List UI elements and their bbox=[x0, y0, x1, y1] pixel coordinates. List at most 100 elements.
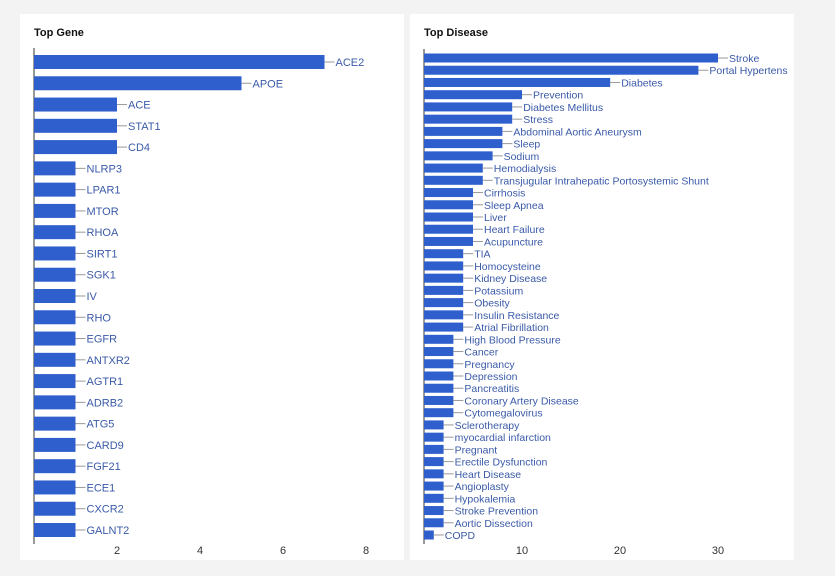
bar-label: Acupuncture bbox=[484, 236, 543, 248]
bar-label: SIRT1 bbox=[87, 248, 118, 260]
bar-label: Coronary Artery Disease bbox=[464, 395, 579, 407]
bar bbox=[424, 102, 513, 112]
bar-label: Sleep bbox=[513, 139, 540, 151]
bar bbox=[424, 371, 454, 381]
bar-label: Depression bbox=[464, 371, 517, 383]
chart-title: Top Disease bbox=[424, 27, 488, 39]
bar-label: Sclerotherapy bbox=[455, 420, 521, 432]
x-tick-label: 2 bbox=[114, 545, 120, 557]
bar bbox=[34, 523, 76, 537]
bar bbox=[424, 530, 434, 540]
bar-label: FGF21 bbox=[87, 461, 121, 473]
bar bbox=[424, 310, 464, 320]
bar-label: CXCR2 bbox=[87, 504, 124, 516]
bar bbox=[34, 140, 117, 155]
bar-label: Transjugular Intrahepatic Portosystemic … bbox=[494, 175, 709, 187]
bar bbox=[34, 118, 117, 133]
bar bbox=[34, 76, 242, 91]
x-tick-label: 4 bbox=[197, 545, 203, 557]
bar-label: RHO bbox=[87, 312, 112, 324]
bar bbox=[424, 139, 503, 149]
top-gene-panel: Top Gene ACE2 APOE ACE STAT1 CD4 NLRP3 LPAR1 MT… bbox=[20, 14, 404, 560]
bar-label: COPD bbox=[445, 530, 476, 542]
bar-label: ADRB2 bbox=[87, 397, 124, 409]
bar-label: Diabetes Mellitus bbox=[523, 102, 603, 114]
bar bbox=[34, 161, 76, 176]
bar bbox=[34, 480, 76, 495]
bar bbox=[424, 518, 444, 528]
bar bbox=[34, 501, 76, 516]
bar-label: Abdominal Aortic Aneurysm bbox=[513, 126, 642, 138]
bar bbox=[424, 114, 513, 124]
bar bbox=[34, 97, 117, 112]
chart-title: Top Gene bbox=[34, 27, 84, 39]
bar bbox=[424, 383, 454, 393]
bar-label: CARD9 bbox=[87, 440, 124, 452]
bar-label: GALNT2 bbox=[87, 525, 130, 537]
bar-label: Cytomegalovirus bbox=[464, 408, 542, 420]
bar bbox=[424, 506, 444, 516]
bar bbox=[34, 182, 76, 197]
bar bbox=[424, 236, 473, 246]
bar-label: Sodium bbox=[504, 151, 540, 163]
bar bbox=[34, 203, 76, 218]
bar-label: LPAR1 bbox=[87, 185, 121, 197]
bar-label: Kidney Disease bbox=[474, 273, 547, 285]
bar-label: Aortic Dissection bbox=[455, 518, 533, 530]
bar-label: ACE bbox=[128, 100, 151, 112]
bar-label: Hemodialysis bbox=[494, 163, 556, 175]
bar-label: Stroke Prevention bbox=[455, 506, 539, 518]
x-tick-label: 6 bbox=[280, 545, 286, 557]
bar-label: CD4 bbox=[128, 142, 150, 154]
bar-label: Atrial Fibrillation bbox=[474, 322, 549, 334]
bar-label: Angioplasty bbox=[455, 481, 510, 493]
bar-label: Homocysteine bbox=[474, 261, 541, 273]
bar bbox=[424, 261, 464, 271]
bar-label: Cirrhosis bbox=[484, 188, 525, 200]
bar-label: Stress bbox=[523, 114, 553, 126]
bar-label: Erectile Dysfunction bbox=[455, 457, 548, 469]
bar bbox=[424, 432, 444, 442]
bar bbox=[424, 175, 483, 185]
bar bbox=[424, 77, 611, 87]
bar bbox=[34, 437, 76, 452]
bar-label: EGFR bbox=[87, 334, 118, 346]
top-disease-panel: Top Disease Stroke Portal Hypertens Diabet… bbox=[410, 14, 794, 560]
bar-label: myocardial infarction bbox=[455, 432, 551, 444]
bar-label: Insulin Resistance bbox=[474, 310, 559, 322]
bar bbox=[34, 225, 76, 240]
bar bbox=[424, 126, 503, 136]
bar bbox=[34, 416, 76, 431]
bar-label: Obesity bbox=[474, 298, 510, 310]
bar bbox=[424, 444, 444, 454]
bar-label: TIA bbox=[474, 249, 490, 261]
bar-label: Potassium bbox=[474, 285, 523, 297]
bar bbox=[424, 65, 699, 75]
bar bbox=[34, 55, 325, 69]
bar bbox=[34, 310, 76, 325]
bar-label: SGK1 bbox=[87, 270, 116, 282]
bar bbox=[34, 374, 76, 389]
bar bbox=[424, 90, 522, 100]
bar-label: MTOR bbox=[87, 206, 119, 218]
bar bbox=[424, 285, 464, 295]
top-gene-chart: ACE2 APOE ACE STAT1 CD4 NLRP3 LPAR1 MTOR RHOA SIR… bbox=[33, 48, 369, 557]
bar bbox=[424, 163, 483, 173]
bar-label: APOE bbox=[253, 78, 284, 90]
bar-label: Prevention bbox=[533, 90, 583, 102]
bar-label: AGTR1 bbox=[87, 376, 124, 388]
bar bbox=[424, 212, 473, 222]
bar-label: NLRP3 bbox=[87, 163, 122, 175]
bar bbox=[424, 322, 464, 332]
bar bbox=[424, 420, 444, 430]
bar-label: Portal Hypertens bbox=[709, 65, 787, 77]
bar bbox=[34, 267, 76, 282]
bar bbox=[424, 298, 464, 308]
bar-label: ANTXR2 bbox=[87, 355, 130, 367]
bar bbox=[424, 493, 444, 503]
bar bbox=[424, 188, 473, 198]
bar bbox=[424, 249, 464, 259]
bar-label: Heart Disease bbox=[455, 469, 522, 481]
bar-label: Hypokalemia bbox=[455, 493, 516, 505]
